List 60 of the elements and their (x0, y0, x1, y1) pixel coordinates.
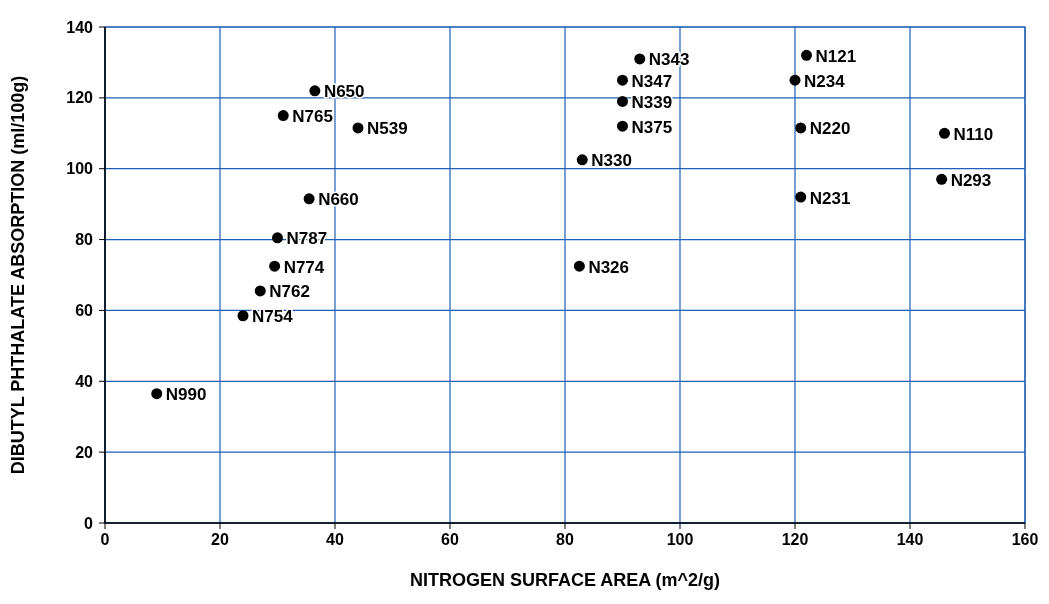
point (151, 388, 163, 400)
annotation: N762 (269, 282, 310, 302)
y-tick-label: 140 (66, 18, 94, 36)
annotation: N234 (804, 71, 846, 91)
point (801, 49, 812, 61)
point (617, 74, 628, 86)
point (237, 310, 249, 322)
y-tick-label: 20 (75, 443, 94, 461)
annotation: N293 (950, 170, 992, 190)
x-tick-label: 60 (441, 531, 459, 548)
x-tick-label: 20 (211, 531, 229, 548)
y-tick-label: 40 (75, 372, 94, 390)
x-tick-label: 160 (1011, 531, 1039, 548)
annotation: N220 (809, 119, 851, 139)
y-tick-label: 120 (66, 89, 94, 107)
y-axis-title: DIBUTYL PHTHALATE ABSORPTION (ml/100g) (8, 75, 28, 475)
y-tick-label: 80 (75, 231, 94, 249)
annotation: N347 (631, 71, 673, 91)
annotation: N330 (591, 151, 632, 171)
point (576, 154, 588, 166)
point (269, 260, 281, 272)
x-axis-title: NITROGEN SURFACE AREA (m^2/g) (409, 570, 721, 590)
annotation: N343 (648, 50, 690, 70)
annotation: N375 (631, 117, 673, 137)
point (939, 127, 950, 139)
point (617, 120, 628, 132)
point (573, 260, 585, 272)
point (634, 53, 646, 65)
point (309, 85, 321, 97)
annotation: N754 (252, 307, 294, 327)
point (352, 122, 364, 134)
annotation: N650 (323, 82, 365, 102)
annotation: N539 (367, 119, 408, 139)
annotation: N339 (631, 92, 673, 112)
x-tick-label: 140 (896, 531, 924, 548)
annotation: N765 (292, 107, 333, 127)
x-tick-label: 120 (781, 531, 809, 548)
point (936, 173, 948, 185)
y-tick-label: 60 (75, 302, 94, 320)
y-tick-label: 0 (84, 514, 94, 532)
point (303, 193, 315, 205)
annotation: N990 (165, 385, 207, 405)
point (789, 74, 801, 86)
point (272, 232, 283, 244)
point (617, 95, 628, 107)
annotation: N774 (283, 257, 325, 277)
x-tick-label: 80 (556, 531, 574, 548)
annotation: N121 (815, 46, 857, 66)
point (254, 285, 266, 297)
annotation: N326 (588, 257, 630, 277)
x-tick-label: 0 (100, 531, 110, 548)
point (277, 110, 289, 122)
x-tick-label: 100 (666, 531, 694, 548)
point (795, 122, 807, 134)
annotation: N231 (809, 188, 851, 208)
annotation: N660 (318, 190, 359, 210)
point (795, 191, 807, 203)
x-tick-label: 40 (326, 531, 344, 548)
y-tick-label: 100 (66, 160, 94, 178)
annotation: N110 (953, 124, 994, 144)
